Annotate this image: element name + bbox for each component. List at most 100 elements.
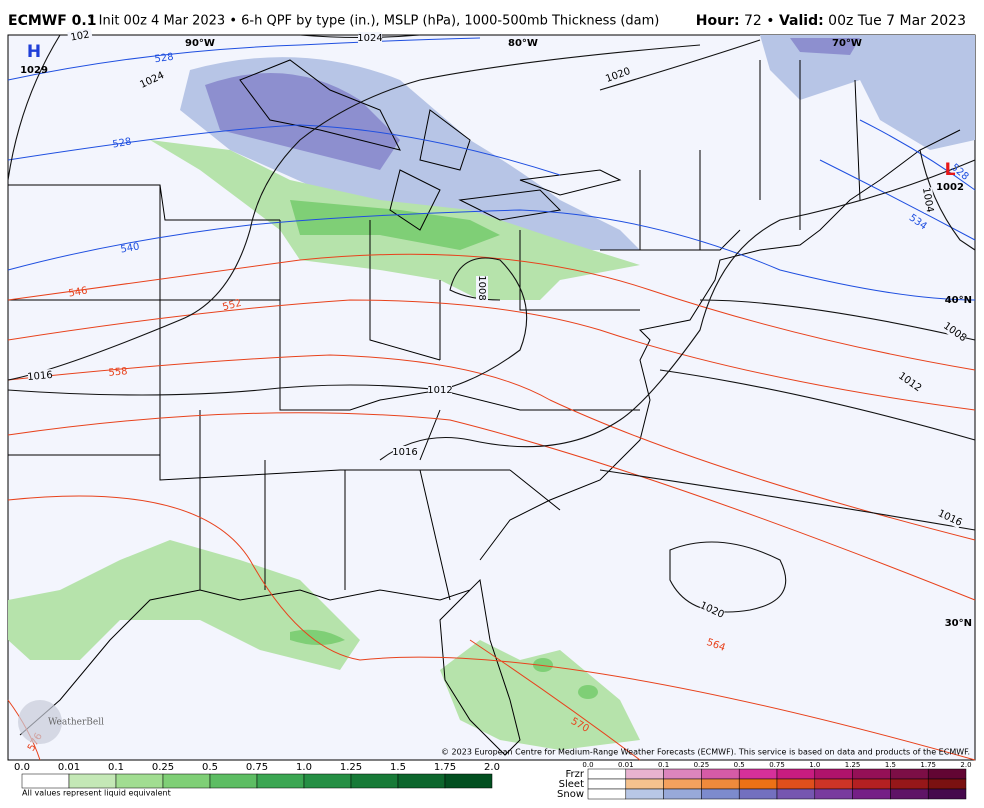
isobar-label-bg (920, 187, 936, 213)
isobar-label-bg (428, 384, 452, 396)
mixed-swatch (776, 768, 816, 780)
isobar-label-bg (358, 32, 382, 44)
thickness (7, 37, 976, 761)
lon-label: 90°W (185, 38, 215, 49)
mixed-swatch (663, 788, 702, 800)
mixed-tick-label: 0.01 (618, 761, 634, 769)
isobar-label-bg (27, 368, 53, 384)
isobar-label-bg (698, 599, 726, 621)
isobar-label-bg (604, 65, 632, 85)
mixed-tick-label: 0.0 (582, 761, 593, 769)
rain-tick-label: 0.25 (152, 762, 174, 773)
isobar-label: 1012 (427, 385, 452, 396)
snow-ne2 (790, 38, 860, 55)
rain-fl-mod (533, 658, 553, 672)
isobar-label: 1016 (392, 447, 417, 458)
mixed-swatch (852, 768, 891, 780)
mixed-swatch (663, 778, 702, 790)
isobar-label: 102 (70, 29, 91, 43)
thickness-label: 552 (221, 298, 242, 314)
thickness-label: 558 (108, 366, 128, 379)
rain-swatch (21, 773, 70, 789)
mixed-swatch (852, 788, 891, 800)
mixed-swatch (776, 788, 816, 800)
rain-fl (440, 640, 640, 750)
high-symbol: H (27, 42, 41, 62)
mixed-swatch (587, 778, 627, 790)
rain-tick-label: 1.25 (340, 762, 362, 773)
isobar-label: 1016 (27, 370, 53, 383)
isobar-label-bg (67, 28, 93, 44)
mixed-tick-label: 1.0 (809, 761, 820, 769)
mixed-swatch (587, 788, 627, 800)
mixed-tick-label: 1.5 (885, 761, 896, 769)
hour-label: Hour: (696, 13, 740, 29)
mixed-swatch (927, 768, 967, 780)
mixed-swatch (776, 778, 816, 790)
rain-tick-label: 1.75 (434, 762, 456, 773)
mixed-swatch (814, 768, 853, 780)
mixed-tick-label: 2.0 (960, 761, 971, 769)
high-value: 1029 (20, 65, 48, 76)
isobar-label-bg (896, 370, 924, 394)
isobar-label: 1024 (357, 33, 382, 44)
thickness-red (7, 253, 976, 761)
thickness-label: 528 (112, 136, 133, 150)
lon-label: 70°W (832, 38, 862, 49)
rain-swatch (162, 773, 211, 789)
rain-tick-label: 0.75 (246, 762, 268, 773)
mixed-swatch (814, 788, 853, 800)
low-symbol: L (945, 160, 956, 180)
rain-tick-label: 1.5 (390, 762, 406, 773)
watermark: WeatherBell (48, 718, 104, 728)
mixed-type-label: Sleet (559, 779, 584, 790)
snow-ne (760, 35, 975, 150)
rain-tick-label: 0.01 (58, 762, 80, 773)
state-lines (8, 60, 861, 601)
rain-swatch (68, 773, 117, 789)
mixed-swatch (738, 768, 778, 780)
thickness-label: 528 (154, 52, 174, 66)
isobar-label-bg (941, 320, 969, 344)
precip (8, 35, 975, 750)
mixed-tick-label: 0.5 (734, 761, 745, 769)
rain-tick-label: 0.5 (202, 762, 218, 773)
isobar-label: 1008 (476, 275, 487, 300)
rain-fl-mod2 (578, 685, 598, 699)
isobar-label-bg (476, 276, 488, 300)
rain-swatch (209, 773, 258, 789)
borders (8, 59, 961, 756)
mixed-swatch (927, 778, 967, 790)
hour-value: 72 • (740, 13, 779, 29)
rain-swatch (256, 773, 305, 789)
great-lakes (239, 59, 622, 231)
rain-gulf (8, 540, 360, 670)
mixed-swatch (625, 768, 664, 780)
rain-tick-label: 0.1 (108, 762, 124, 773)
watermark-logo (18, 700, 62, 744)
valid-value: 00z Tue 7 Mar 2023 (824, 13, 966, 29)
copyright: © 2023 European Centre for Medium-Range … (441, 748, 970, 757)
isobar-label: 1004 (920, 187, 935, 214)
mixed-tick-label: 1.25 (845, 761, 861, 769)
lat-label: 30°N (945, 618, 972, 629)
rain-swatch (303, 773, 352, 789)
mixed-swatch (814, 778, 853, 790)
mixed-tick-label: 0.25 (694, 761, 710, 769)
legend: All values represent liquid equivalent 0… (14, 761, 972, 800)
mixed-swatch (890, 788, 929, 800)
mixed-swatch (701, 778, 740, 790)
rain-gulf-mod (290, 629, 345, 645)
isobar-label-bg (393, 446, 417, 458)
mixed-tick-label: 0.75 (769, 761, 785, 769)
mixed-tick-label: 1.75 (920, 761, 936, 769)
mixed-swatch (587, 768, 627, 780)
mixed-swatch (701, 788, 740, 800)
snow-mod (205, 73, 400, 170)
mixed-swatch (927, 788, 967, 800)
mixed-swatch (852, 778, 891, 790)
rain-tick-label: 1.0 (296, 762, 312, 773)
rain-tick-label: 0.0 (14, 762, 30, 773)
